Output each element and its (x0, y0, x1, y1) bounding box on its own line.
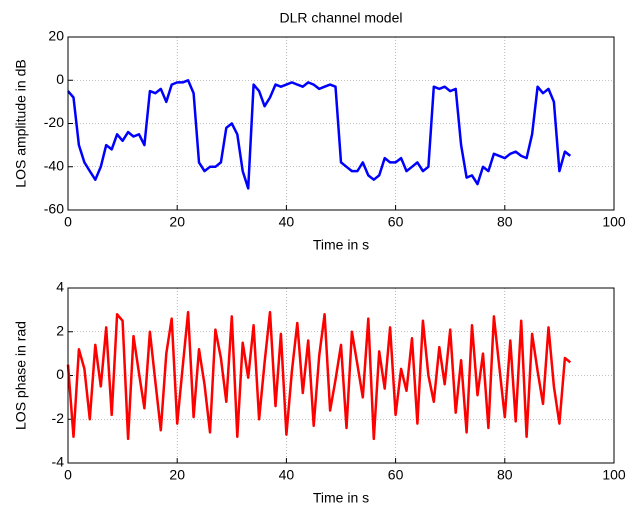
y-axis-label: LOS amplitude in dB (13, 59, 29, 187)
data-line (66, 310, 572, 441)
axes-box (67, 36, 615, 211)
x-tick-label: 80 (497, 467, 513, 483)
x-tick-label: 60 (388, 467, 404, 483)
x-tick-label: 100 (602, 214, 626, 230)
y-tick-label: 0 (56, 366, 64, 382)
x-tick-label: 40 (279, 467, 295, 483)
y-tick-label: 0 (56, 71, 64, 87)
data-line (67, 79, 572, 190)
y-axis-label: LOS phase in rad (13, 321, 29, 430)
x-tick-label: 0 (64, 214, 72, 230)
x-tick-label: 40 (279, 214, 295, 230)
y-tick-label: 2 (56, 322, 64, 338)
y-tick-label: -60 (44, 201, 64, 217)
axes-box (67, 287, 615, 464)
x-tick-label: 60 (388, 214, 404, 230)
y-tick-label: 4 (56, 279, 64, 295)
y-tick-label: -4 (52, 454, 65, 470)
x-axis-label: Time in s (313, 237, 369, 253)
chart-title: DLR channel model (280, 10, 403, 26)
y-tick-label: 20 (48, 28, 64, 44)
y-tick-label: -20 (44, 114, 64, 130)
x-tick-label: 80 (497, 214, 513, 230)
y-tick-label: -40 (44, 157, 64, 173)
x-axis-label: Time in s (313, 490, 369, 506)
x-tick-label: 20 (169, 214, 185, 230)
x-tick-label: 20 (169, 467, 185, 483)
x-tick-label: 0 (64, 467, 72, 483)
y-tick-label: -2 (52, 410, 65, 426)
x-tick-label: 100 (602, 467, 626, 483)
